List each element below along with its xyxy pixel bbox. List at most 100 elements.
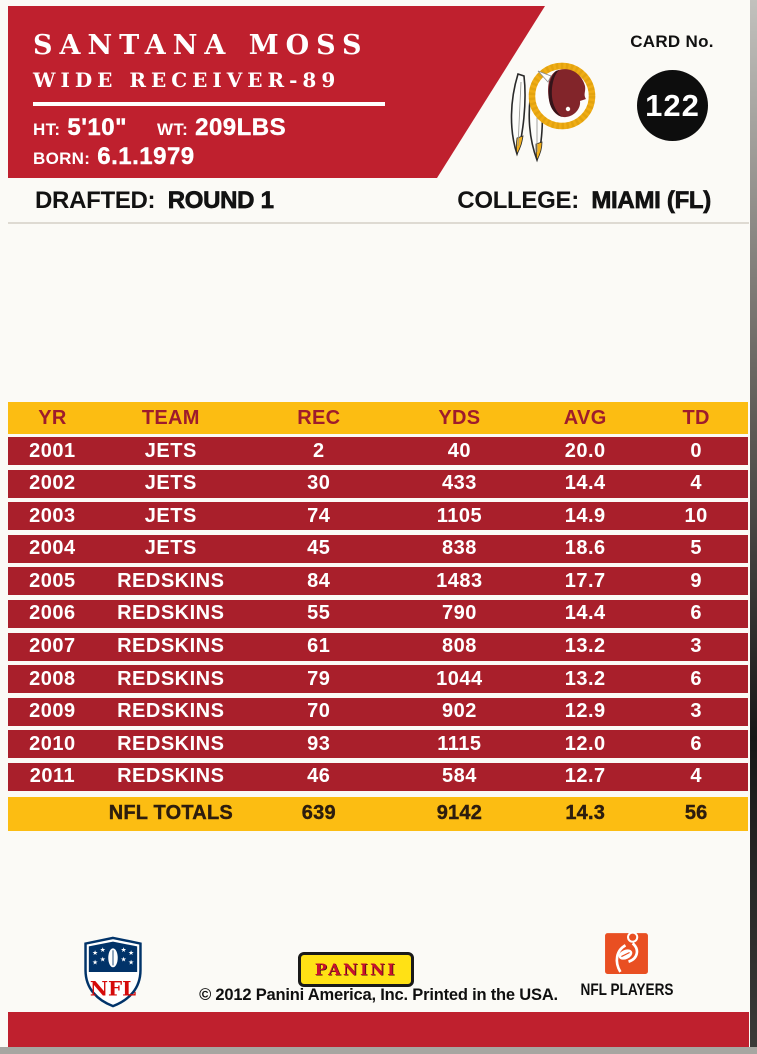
stats-cell: 3	[690, 700, 702, 723]
stats-cell: 84	[307, 569, 331, 592]
card-edge-bottom	[0, 1047, 757, 1054]
nfl-players-text: NFL PLAYERS	[580, 980, 674, 999]
svg-text:★: ★	[92, 958, 98, 966]
stats-header-cell: AVG	[563, 406, 607, 429]
college-value: MIAMI (FL)	[591, 187, 712, 215]
stats-cell: 79	[307, 667, 331, 690]
stats-cell: 9	[690, 569, 702, 592]
stats-cell: 2007	[29, 635, 76, 658]
table-row: 2011 REDSKINS 46 584 12.7 4	[8, 762, 748, 791]
born-label: BORN:	[33, 149, 91, 168]
stats-cell: 2003	[29, 504, 76, 527]
stats-cell: 40	[447, 439, 472, 462]
weight-label: WT:	[156, 120, 189, 139]
player-name: SANTANA MOSS	[33, 30, 369, 61]
stats-cell: 5	[690, 537, 702, 560]
stats-cell: 18.6	[564, 537, 606, 560]
stats-cell: 2011	[29, 765, 76, 788]
stats-cell: 45	[307, 537, 331, 560]
panini-logo: PANINI	[298, 952, 414, 987]
stats-cell: 12.9	[564, 700, 606, 723]
stats-cell: 6	[690, 602, 702, 625]
height-weight-line: HT: 5'10" WT: 209LBS	[33, 114, 286, 142]
stats-total-cell: 639	[301, 802, 336, 825]
nfl-logo-text: NFL	[90, 977, 136, 1001]
stats-cell: 12.7	[564, 765, 606, 788]
stats-cell: 14.4	[564, 602, 606, 625]
stats-cell: 46	[307, 765, 331, 788]
table-row: 2005 REDSKINS 84 1483 17.7 9	[8, 567, 748, 596]
stats-cell: REDSKINS	[117, 732, 225, 755]
table-row: 2010 REDSKINS 93 1115 12.0 6	[8, 730, 748, 759]
stats-cell: 1044	[436, 667, 483, 690]
table-row: 2008 REDSKINS 79 1044 13.2 6	[8, 665, 748, 694]
stats-cell: 2006	[29, 602, 76, 625]
stats-cell: 13.2	[564, 635, 606, 658]
svg-text:★: ★	[100, 956, 106, 964]
height-value: 5'10"	[67, 114, 127, 141]
stats-cell: 3	[690, 635, 702, 658]
college-label: COLLEGE:	[457, 187, 579, 214]
stats-cell: REDSKINS	[117, 667, 225, 690]
svg-text:★: ★	[121, 946, 127, 954]
stats-total-cell: 56	[684, 802, 708, 825]
stats-cell: 10	[684, 504, 708, 527]
table-row: 2003 JETS 74 1105 14.9 10	[8, 502, 748, 531]
nfl-shield-icon: ★ ★ ★ ★ ★ ★ ★ ★ NFL	[84, 936, 142, 1008]
bottom-red-bar	[8, 1012, 749, 1048]
panini-logo-text: PANINI	[314, 960, 398, 979]
table-row: 2006 REDSKINS 55 790 14.4 6	[8, 599, 748, 628]
table-row: 2004 JETS 45 838 18.6 5	[8, 534, 748, 563]
height-label: HT:	[33, 120, 61, 139]
redskins-logo-icon	[510, 62, 596, 163]
stats-header-cell: TD	[682, 406, 710, 429]
stats-header-cell: REC	[297, 406, 341, 429]
stats-cell: 4	[690, 472, 702, 495]
stats-cell: 61	[307, 635, 331, 658]
stats-cell: JETS	[144, 537, 197, 560]
college-line: COLLEGE: MIAMI (FL)	[457, 187, 711, 215]
stats-cell: 1115	[437, 732, 482, 755]
stats-cell: JETS	[144, 439, 197, 462]
stats-cell: 2009	[29, 700, 76, 723]
stats-cell: 790	[441, 602, 477, 625]
stats-cell: REDSKINS	[117, 700, 225, 723]
svg-text:★: ★	[128, 958, 134, 966]
stats-cell: 6	[690, 732, 702, 755]
stats-cell: 838	[441, 537, 477, 560]
table-row: 2007 REDSKINS 61 808 13.2 3	[8, 632, 748, 661]
stats-rows: 2001 JETS 2 40 20.0 0 2002 JETS 30 433 14.4 4 2003 JE…	[8, 437, 748, 791]
weight-value: 209LBS	[195, 114, 287, 141]
header-banner: SANTANA MOSS WIDE RECEIVER-89 HT: 5'10" …	[8, 6, 545, 178]
table-row: 2002 JETS 30 433 14.4 4	[8, 469, 748, 498]
nfl-players-icon	[605, 931, 648, 974]
stats-cell: 14.4	[564, 472, 606, 495]
stats-cell: 2002	[29, 472, 76, 495]
stats-cell: 2001	[29, 439, 76, 462]
stats-total-cell: 14.3	[565, 802, 606, 825]
career-stats-table: YR TEAM REC YDS AVG TD 2001 JETS 2 40 20.0 0 2002 JE…	[8, 402, 748, 831]
card-edge-right	[750, 0, 757, 1054]
stats-cell: 808	[441, 635, 477, 658]
drafted-label: DRAFTED:	[35, 187, 156, 214]
stats-cell: 30	[307, 472, 331, 495]
stats-cell: 2008	[29, 667, 76, 690]
copyright-line: © 2012 Panini America, Inc. Printed in t…	[199, 986, 558, 1004]
stats-cell: 74	[307, 504, 331, 527]
stats-cell: 1105	[436, 504, 483, 527]
stats-total-cell: 9142	[436, 802, 483, 825]
stats-cell: REDSKINS	[117, 569, 225, 592]
stats-cell: 20.0	[564, 439, 606, 462]
stats-cell: JETS	[144, 472, 197, 495]
table-row: 2001 JETS 2 40 20.0 0	[8, 437, 748, 465]
stats-cell: 4	[690, 765, 702, 788]
card-number-label: CARD No.	[630, 32, 714, 51]
stats-cell: 13.2	[564, 667, 606, 690]
svg-text:★: ★	[128, 949, 134, 957]
stats-cell: 6	[690, 667, 702, 690]
position-number: WIDE RECEIVER-89	[33, 68, 341, 92]
stats-cell: 12.0	[564, 732, 606, 755]
stats-cell: REDSKINS	[117, 765, 225, 788]
stats-cell: 1483	[436, 569, 483, 592]
